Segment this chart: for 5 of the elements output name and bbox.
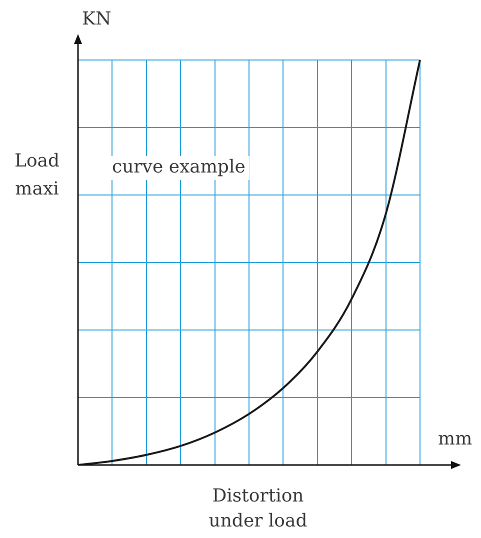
annotation: curve example xyxy=(112,156,246,178)
text: KN xyxy=(82,8,112,30)
text: mm xyxy=(438,428,472,450)
x-axis-title: Distortion under load xyxy=(208,486,308,532)
y-axis-title: Load maxi xyxy=(14,150,60,200)
